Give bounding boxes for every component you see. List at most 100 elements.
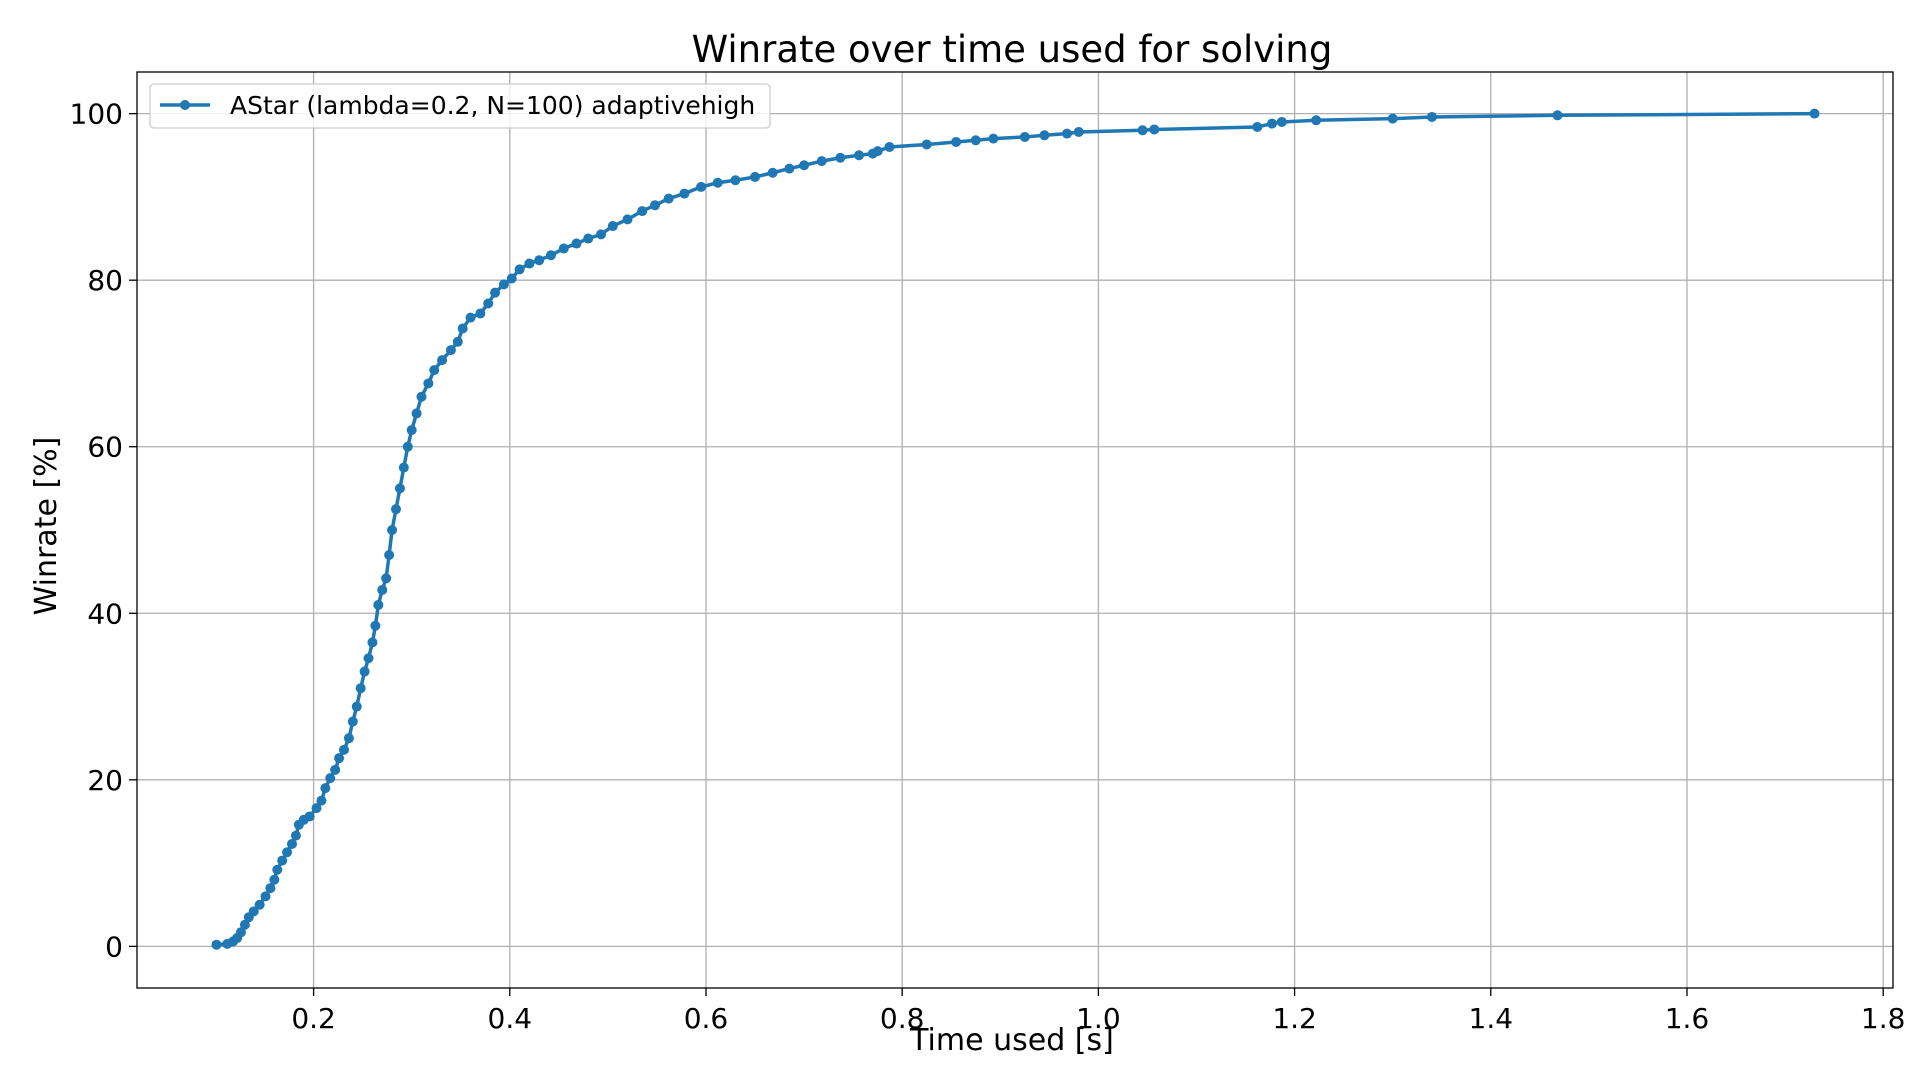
y-tick-label: 80 bbox=[87, 264, 123, 297]
data-point bbox=[343, 733, 354, 744]
data-point bbox=[457, 323, 468, 334]
data-point bbox=[1061, 128, 1072, 139]
grid-layer bbox=[137, 72, 1893, 988]
data-point bbox=[1073, 126, 1084, 137]
data-point bbox=[359, 666, 370, 677]
data-point bbox=[475, 308, 486, 319]
x-tick-label: 0.4 bbox=[488, 1002, 533, 1035]
data-point bbox=[571, 238, 582, 249]
data-point bbox=[416, 391, 427, 402]
data-point bbox=[290, 830, 301, 841]
data-point bbox=[320, 783, 331, 794]
data-point bbox=[490, 287, 501, 298]
y-tick-label: 100 bbox=[70, 98, 123, 131]
data-point bbox=[730, 175, 741, 186]
legend-marker-swatch bbox=[180, 100, 190, 110]
data-point bbox=[325, 773, 336, 784]
data-point bbox=[1276, 116, 1287, 127]
data-point bbox=[1552, 110, 1563, 121]
x-axis-label: Time used [s] bbox=[909, 1023, 1114, 1058]
x-tick-label: 1.8 bbox=[1861, 1002, 1906, 1035]
data-point bbox=[330, 764, 341, 775]
data-point bbox=[483, 298, 494, 309]
data-point bbox=[445, 345, 456, 356]
data-point bbox=[988, 133, 999, 144]
data-point bbox=[921, 139, 932, 150]
data-point bbox=[524, 258, 535, 269]
x-tick-label: 1.0 bbox=[1076, 1002, 1121, 1035]
data-point bbox=[1149, 124, 1160, 135]
data-point bbox=[1809, 108, 1820, 119]
data-point bbox=[1267, 118, 1278, 129]
data-point bbox=[951, 136, 962, 147]
data-point bbox=[767, 167, 778, 178]
data-point bbox=[1039, 130, 1050, 141]
y-tick-label: 20 bbox=[87, 764, 123, 797]
data-point bbox=[637, 206, 648, 217]
x-tick-label: 1.6 bbox=[1665, 1002, 1710, 1035]
legend: AStar (lambda=0.2, N=100) adaptivehigh bbox=[149, 83, 771, 129]
data-point bbox=[269, 874, 280, 885]
data-point bbox=[545, 250, 556, 261]
data-point bbox=[583, 233, 594, 244]
data-point bbox=[1311, 115, 1322, 126]
data-point bbox=[1387, 113, 1398, 124]
data-point bbox=[429, 365, 440, 376]
legend-label: AStar (lambda=0.2, N=100) adaptivehigh bbox=[230, 91, 755, 120]
data-point bbox=[311, 803, 322, 814]
data-point bbox=[799, 160, 810, 171]
data-point bbox=[506, 273, 517, 284]
data-point bbox=[239, 919, 250, 930]
data-point bbox=[254, 899, 265, 910]
data-point bbox=[338, 744, 349, 755]
data-point bbox=[423, 378, 434, 389]
data-point bbox=[1426, 111, 1437, 122]
plot-frame bbox=[136, 71, 1894, 989]
data-point bbox=[534, 255, 545, 266]
data-point bbox=[370, 620, 381, 631]
data-point bbox=[663, 193, 674, 204]
data-point bbox=[1019, 131, 1030, 142]
data-point bbox=[367, 637, 378, 648]
data-point bbox=[373, 599, 384, 610]
data-point bbox=[872, 146, 883, 157]
data-point bbox=[265, 883, 276, 894]
data-point bbox=[316, 795, 327, 806]
y-tick-label: 60 bbox=[87, 431, 123, 464]
data-point bbox=[498, 279, 509, 290]
data-point bbox=[394, 483, 405, 494]
data-point bbox=[334, 753, 345, 764]
data-point bbox=[211, 939, 222, 950]
data-point bbox=[387, 525, 398, 535]
data-point bbox=[406, 425, 417, 436]
data-point bbox=[835, 152, 846, 163]
data-point bbox=[712, 177, 723, 188]
data-point bbox=[854, 150, 865, 161]
ticks-layer: 0.2 0.4 0.6 0.8 1.0 1.2 1.4 1.6 1.8 0 20 40 60 80 100 bbox=[70, 98, 1906, 1035]
data-point bbox=[437, 355, 448, 366]
y-tick-label: 0 bbox=[105, 930, 123, 963]
data-point bbox=[402, 441, 413, 452]
data-point bbox=[622, 214, 633, 225]
data-point bbox=[596, 229, 607, 240]
data-point bbox=[649, 200, 660, 211]
data-point bbox=[235, 927, 246, 938]
data-point bbox=[607, 221, 618, 232]
data-point bbox=[411, 408, 422, 419]
data-point bbox=[558, 243, 569, 254]
data-point bbox=[304, 811, 315, 822]
data-point bbox=[452, 336, 463, 347]
data-point bbox=[816, 156, 827, 167]
data-point bbox=[347, 716, 358, 727]
data-point bbox=[696, 181, 707, 192]
data-point bbox=[465, 312, 476, 323]
data-point bbox=[784, 163, 795, 174]
data-point bbox=[381, 573, 392, 584]
x-tick-label: 0.2 bbox=[291, 1002, 336, 1035]
data-point bbox=[282, 847, 293, 858]
data-point bbox=[248, 906, 259, 917]
data-point bbox=[398, 462, 409, 473]
data-point bbox=[377, 584, 388, 595]
